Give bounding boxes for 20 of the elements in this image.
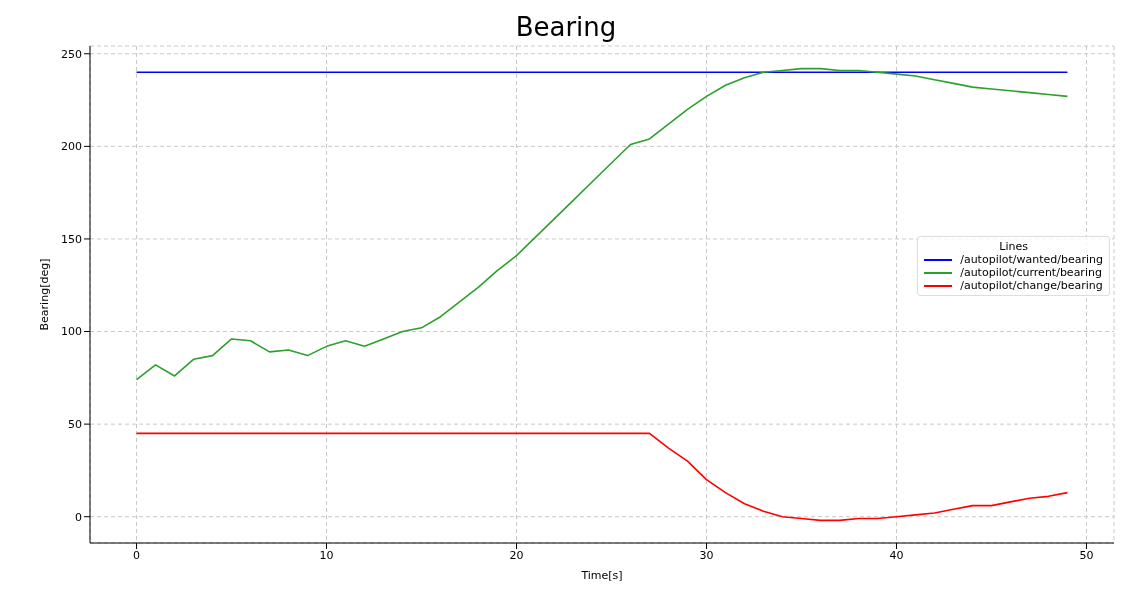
x-tick-label: 0	[133, 548, 141, 562]
line-series	[135, 432, 1069, 522]
x-tick-label: 30	[699, 548, 714, 562]
x-tick-label: 50	[1079, 548, 1094, 562]
legend-label: /autopilot/wanted/bearing	[960, 253, 1103, 266]
y-tick-label: 200	[61, 140, 82, 154]
y-tick-label: 100	[61, 325, 82, 339]
x-tick-label: 20	[509, 548, 524, 562]
legend-title: Lines	[998, 240, 1029, 253]
y-tick-label: 50	[68, 418, 82, 432]
y-tick-label: 0	[75, 510, 82, 524]
y-axis-title: Bearing[deg]	[37, 258, 51, 331]
legend-label: /autopilot/current/bearing	[960, 266, 1102, 279]
chart-title: Bearing	[514, 12, 618, 42]
legend-label: /autopilot/change/bearing	[960, 279, 1103, 292]
x-tick-label: 40	[889, 548, 904, 562]
x-tick-label: 10	[319, 548, 334, 562]
y-tick-label: 250	[61, 47, 82, 61]
x-axis-title: Time[s]	[580, 569, 623, 582]
y-tick-label: 150	[61, 232, 82, 246]
